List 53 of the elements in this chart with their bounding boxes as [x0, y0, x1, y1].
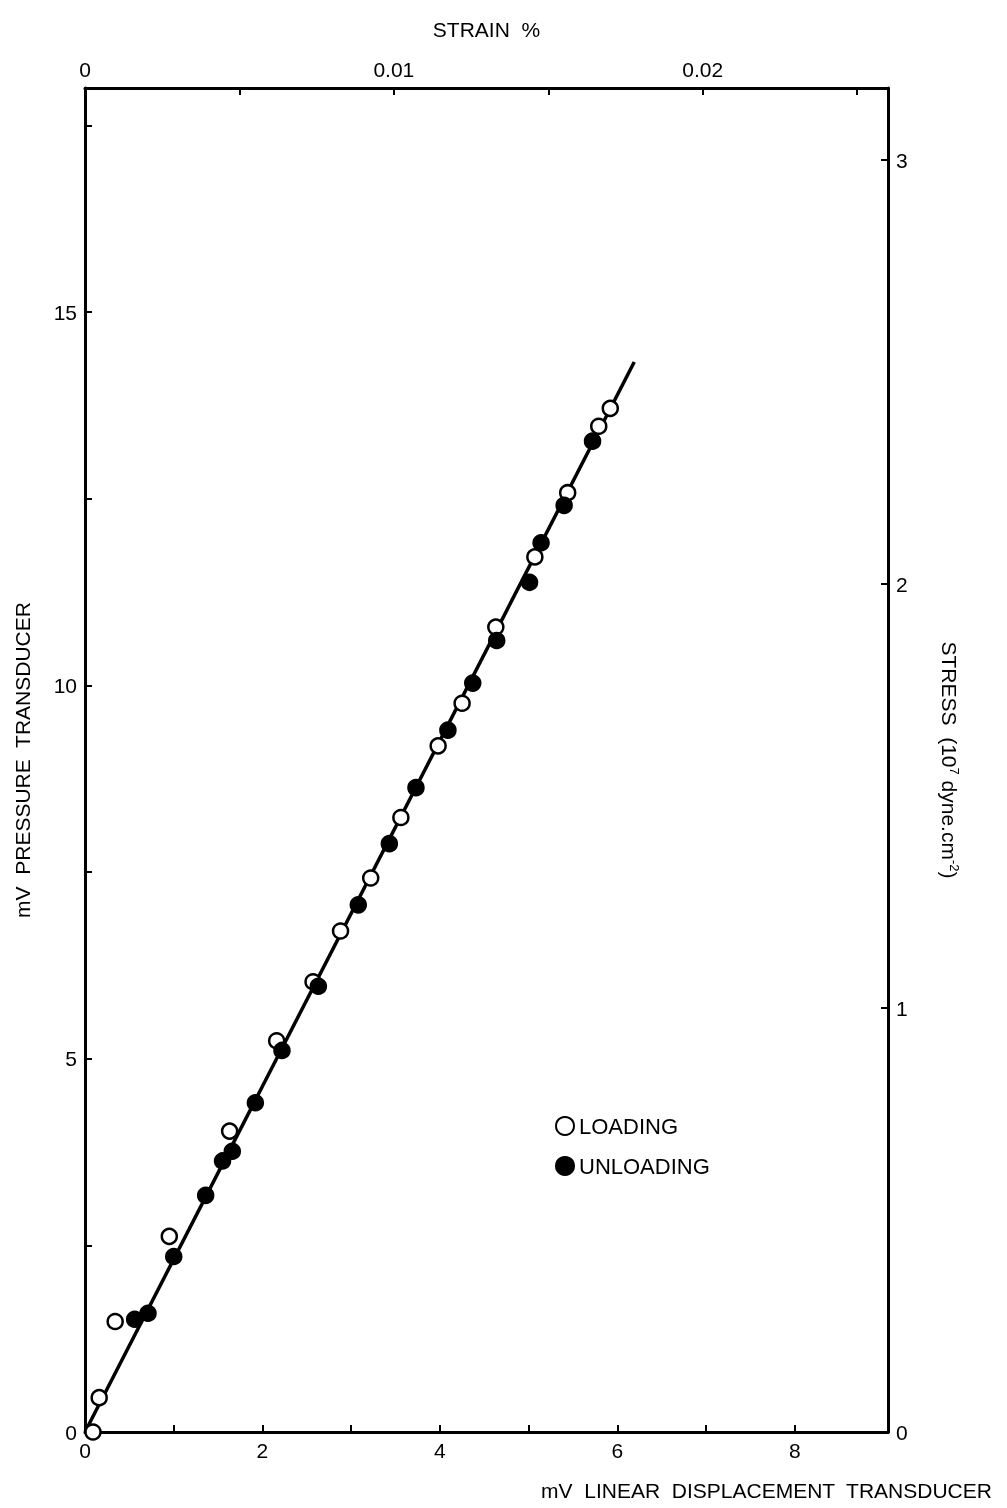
y-tick-label: 15	[53, 300, 77, 324]
point	[453, 694, 471, 712]
point	[601, 399, 620, 418]
x2-tick-label: 0.02	[682, 58, 724, 81]
point	[487, 631, 506, 650]
point	[196, 1186, 215, 1205]
point	[139, 1304, 157, 1323]
point	[520, 573, 539, 592]
y-tick-label: 10	[53, 673, 77, 697]
legend-label: UNLOADING	[579, 1153, 710, 1179]
x2-axis-title: STRAIN %	[432, 18, 541, 41]
x2-tick-label: 0	[79, 58, 91, 81]
y-tick-label: 0	[65, 1420, 77, 1444]
point	[309, 977, 328, 995]
x-tick-label: 8	[788, 1439, 801, 1462]
point	[407, 778, 425, 797]
point	[90, 1388, 108, 1407]
point	[220, 1122, 239, 1140]
point	[273, 1041, 291, 1060]
point	[361, 869, 380, 887]
point	[464, 674, 482, 692]
y2-tick-label: 1	[896, 996, 908, 1020]
x-tick-label: 2	[256, 1439, 269, 1462]
point	[429, 737, 447, 755]
point	[555, 496, 573, 515]
point	[223, 1142, 242, 1160]
point	[380, 834, 399, 853]
point	[84, 1423, 102, 1441]
point	[526, 548, 544, 566]
point	[331, 922, 350, 940]
x-tick-label: 0	[79, 1439, 91, 1462]
point	[164, 1247, 183, 1266]
point	[583, 432, 602, 450]
y-axis-title: mV PRESSURE TRANSDUCER	[11, 602, 34, 918]
legend-label: LOADING	[579, 1113, 679, 1139]
y2-tick-label: 2	[896, 572, 908, 596]
y2-axis-title: STRESS (107 dyne.cm-2)	[938, 641, 962, 879]
point	[349, 896, 368, 914]
x-tick-label: 4	[434, 1439, 447, 1462]
x-tick-label: 6	[611, 1439, 624, 1462]
point	[125, 1310, 144, 1328]
y-tick-label: 5	[65, 1047, 77, 1071]
point	[106, 1312, 124, 1331]
point	[590, 417, 608, 435]
point	[160, 1227, 179, 1246]
point	[532, 533, 550, 552]
point	[439, 721, 457, 739]
x2-tick-label: 0.01	[373, 58, 415, 81]
point	[392, 808, 410, 827]
x-axis-title: mV LINEAR DISPLACEMENT TRANSDUCER	[541, 1479, 992, 1502]
y2-tick-label: 3	[896, 148, 908, 172]
y2-tick-label: 0	[896, 1420, 908, 1444]
point	[246, 1093, 265, 1112]
